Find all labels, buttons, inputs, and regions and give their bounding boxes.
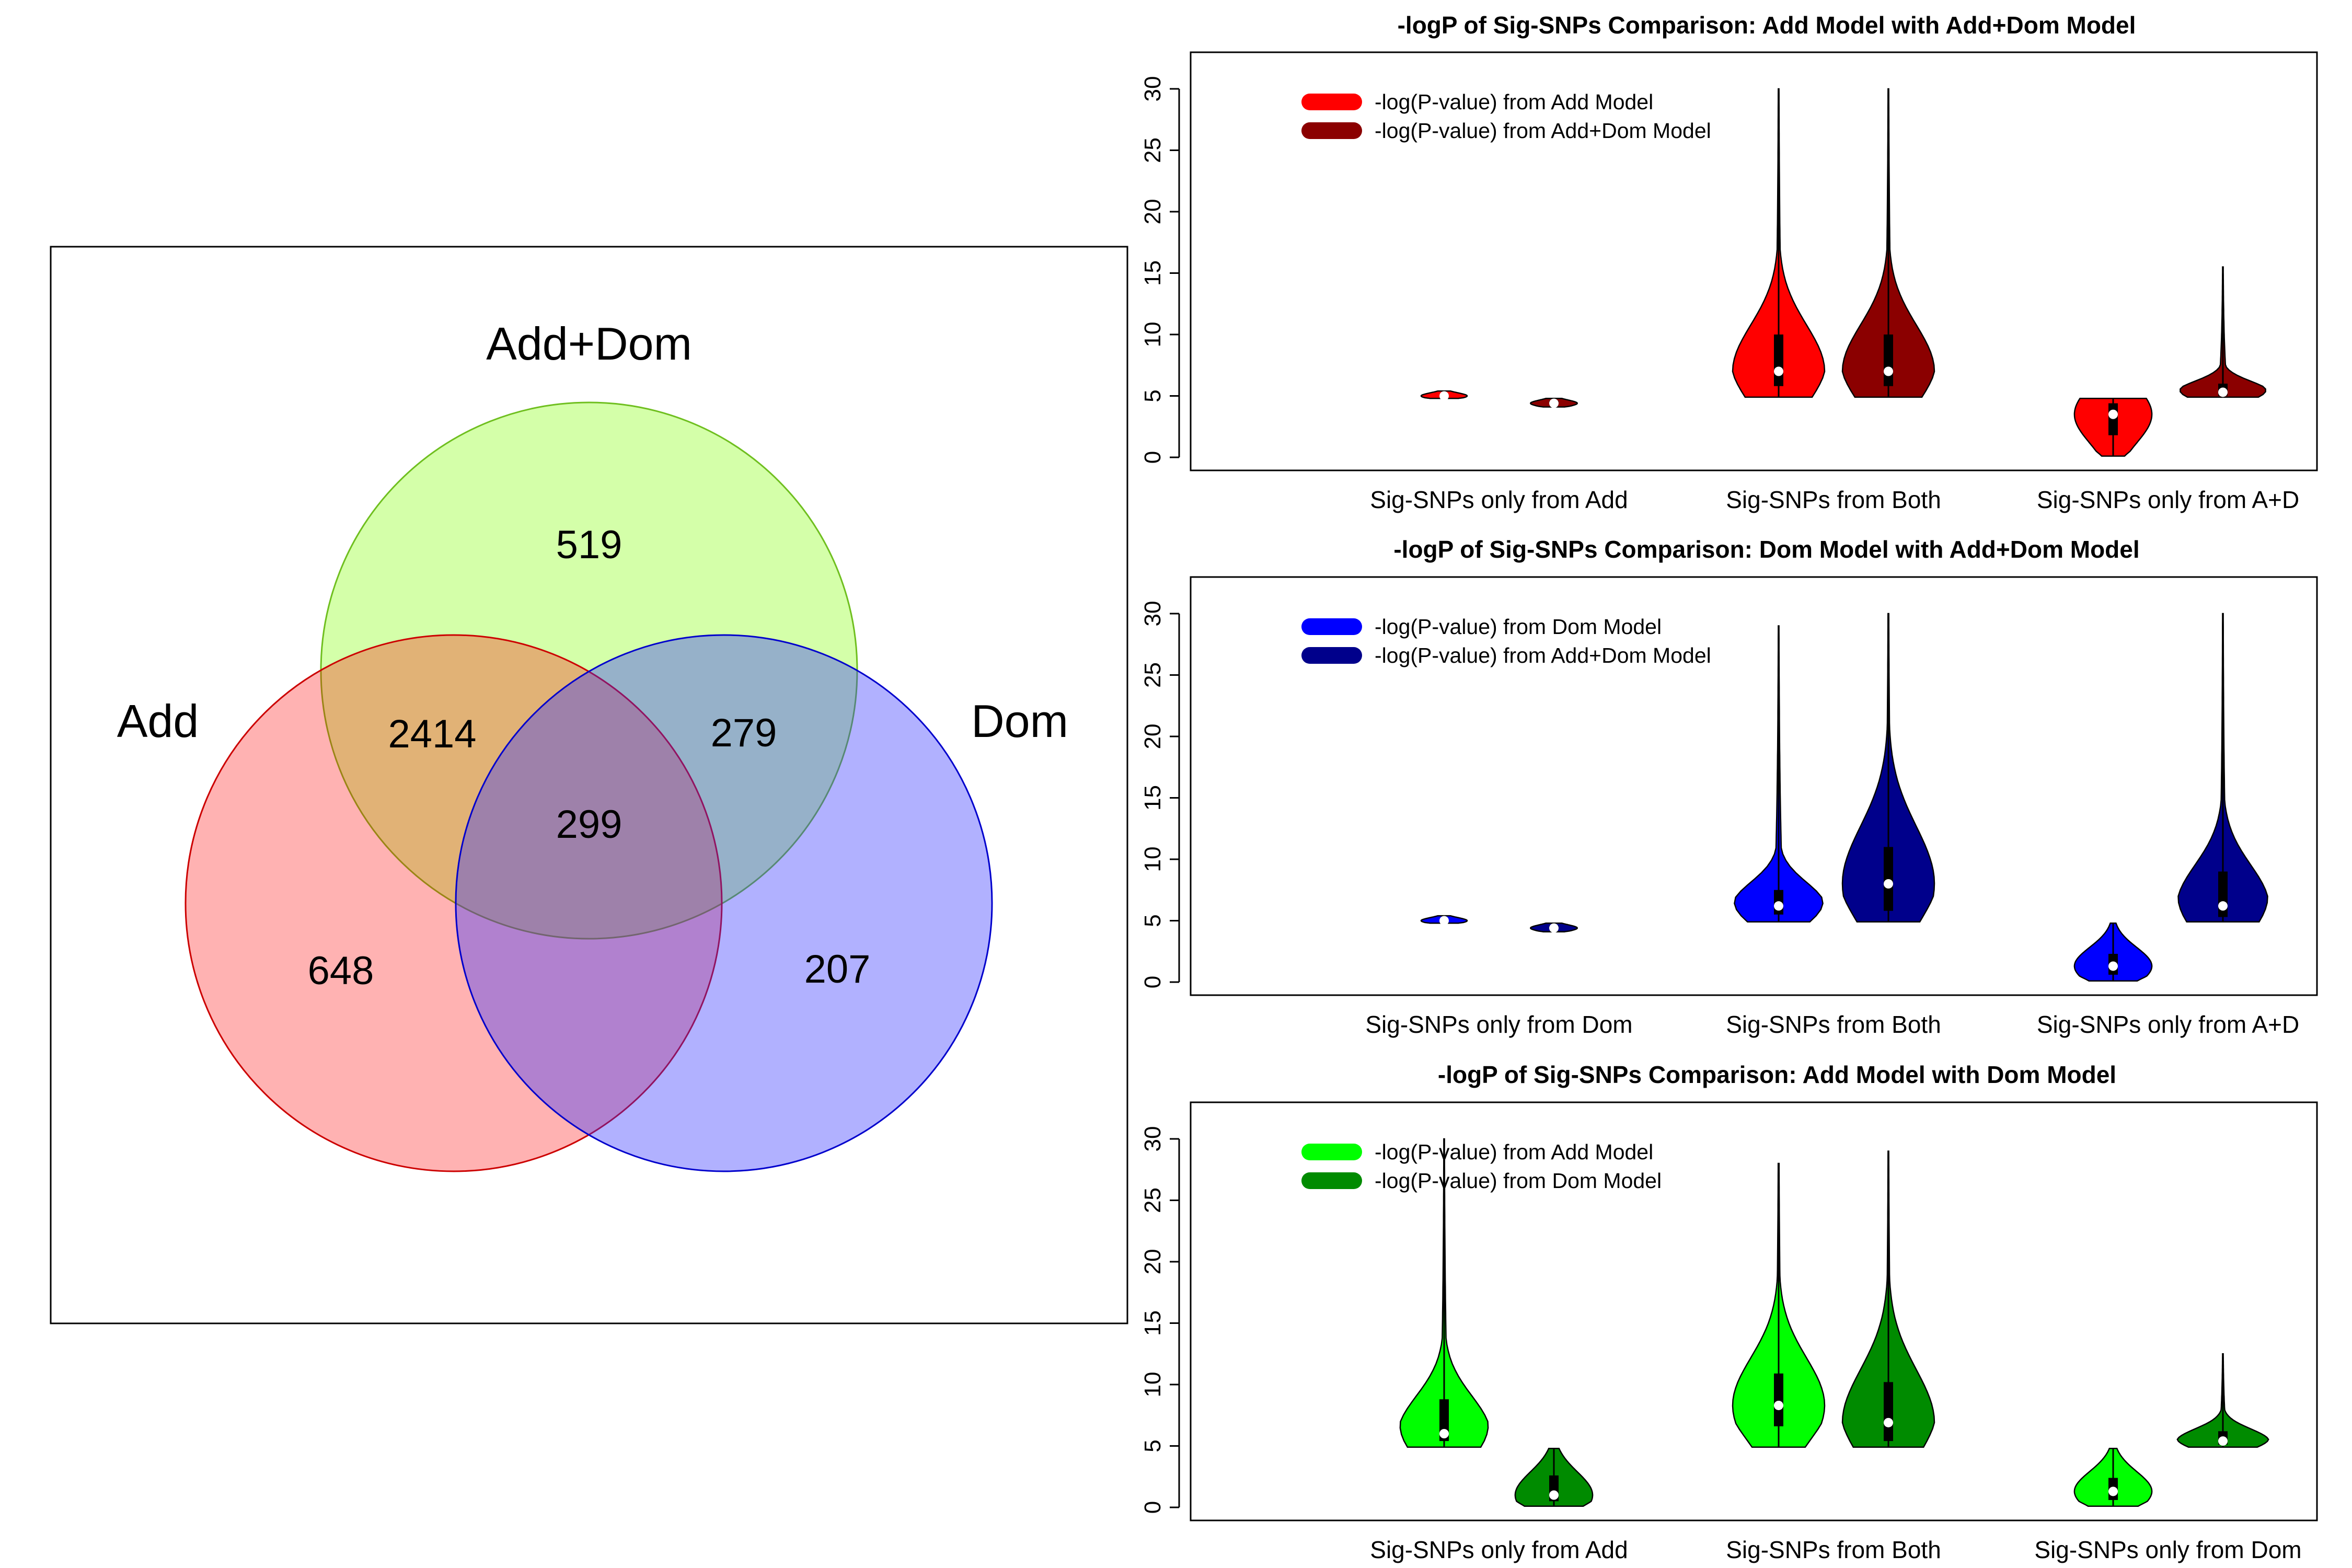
venn-circle-dom <box>455 634 993 1172</box>
violin-median-point <box>1774 901 1783 911</box>
violin-median-point <box>2108 1486 2118 1496</box>
x-category-label: Sig-SNPs from Both <box>1726 1011 1941 1038</box>
y-tick-label: 25 <box>1140 137 1166 163</box>
x-axis-labels: Sig-SNPs only from Add Sig-SNPs from Both… <box>1370 1536 2301 1563</box>
violin-median-point <box>1884 1417 1893 1427</box>
plot-frame <box>1190 51 2318 471</box>
x-category-label: Sig-SNPs only from Add <box>1370 1536 1628 1563</box>
x-category-label: Sig-SNPs only from Dom <box>2034 1536 2301 1563</box>
x-category-label: Sig-SNPs only from Add <box>1370 486 1628 513</box>
venn-count-add-adddom: 2414 <box>388 712 476 756</box>
venn-frame <box>50 246 1128 1324</box>
y-tick-label: 20 <box>1140 199 1166 225</box>
x-category-label: Sig-SNPs from Both <box>1726 486 1941 513</box>
x-category-label: Sig-SNPs only from Dom <box>1365 1011 1632 1038</box>
plot-frame <box>1190 1101 2318 1521</box>
legend: -log(P-value) from Dom Model -log(P-value… <box>1301 615 1711 667</box>
y-tick-label: 5 <box>1140 389 1166 402</box>
legend-entry: -log(P-value) from Add+Dom Model <box>1375 119 1711 143</box>
legend-entry: -log(P-value) from Add Model <box>1375 1140 1653 1164</box>
y-tick-label: 15 <box>1140 785 1166 811</box>
violin-median-point <box>1549 1490 1559 1500</box>
venn-label-dom: Dom <box>971 695 1068 747</box>
venn-label-add: Add <box>117 695 199 747</box>
violin-median-point <box>2218 387 2228 397</box>
y-axis: 0 5 10 15 20 25 30 <box>1140 601 1180 988</box>
venn-count-add-only: 648 <box>308 949 374 993</box>
y-tick-label: 5 <box>1140 1439 1166 1452</box>
x-category-label: Sig-SNPs only from A+D <box>2037 1011 2299 1038</box>
legend-entry: -log(P-value) from Add+Dom Model <box>1375 643 1711 667</box>
x-axis-labels: Sig-SNPs only from Add Sig-SNPs from Both… <box>1370 486 2299 513</box>
x-category-label: Sig-SNPs only from A+D <box>2037 486 2299 513</box>
y-tick-label: 5 <box>1140 914 1166 927</box>
violins <box>1399 1138 2269 1507</box>
plot-frame <box>1190 576 2318 996</box>
y-tick-label: 10 <box>1140 847 1166 872</box>
violin-iqr-box <box>2108 403 2118 435</box>
venn-diagram: Add+Dom Add Dom 519 2414 279 299 648 207 <box>50 246 1128 1324</box>
legend-entry: -log(P-value) from Add Model <box>1375 90 1653 114</box>
violin-median-point <box>2108 409 2118 419</box>
violin-median-point <box>1884 366 1893 376</box>
y-tick-label: 15 <box>1140 260 1166 286</box>
violin-median-point <box>2218 901 2228 911</box>
violin-median-point <box>1439 391 1449 401</box>
violin-panel-dom-vs-adddom: -logP of Sig-SNPs Comparison: Dom Model … <box>1140 536 2318 1038</box>
y-tick-label: 30 <box>1140 601 1166 627</box>
venn-count-adddom-only: 519 <box>556 523 622 567</box>
y-tick-label: 15 <box>1140 1310 1166 1336</box>
x-category-label: Sig-SNPs from Both <box>1726 1536 1941 1563</box>
y-tick-label: 25 <box>1140 1187 1166 1213</box>
y-tick-label: 0 <box>1140 976 1166 988</box>
x-axis-labels: Sig-SNPs only from Dom Sig-SNPs from Both… <box>1365 1011 2299 1038</box>
y-tick-label: 0 <box>1140 1501 1166 1514</box>
violin-median-point <box>1549 398 1559 408</box>
violin-panel-add-vs-adddom: -logP of Sig-SNPs Comparison: Add Model … <box>1140 11 2318 513</box>
violin-iqr-box <box>1884 1382 1893 1442</box>
y-tick-label: 20 <box>1140 724 1166 750</box>
venn-circle-add <box>185 634 723 1172</box>
y-axis: 0 5 10 15 20 25 30 <box>1140 76 1180 464</box>
legend: -log(P-value) from Add Model -log(P-value… <box>1301 1140 1662 1193</box>
y-tick-label: 30 <box>1140 76 1166 102</box>
violins <box>1420 88 2266 457</box>
y-tick-label: 0 <box>1140 451 1166 464</box>
violin-median-point <box>2108 961 2118 971</box>
violin-panel-add-vs-dom: -logP of Sig-SNPs Comparison: Add Model … <box>1140 1061 2318 1563</box>
venn-count-all: 299 <box>556 802 622 847</box>
legend-entry: -log(P-value) from Dom Model <box>1375 615 1662 639</box>
venn-count-dom-only: 207 <box>804 947 871 991</box>
panel-title: -logP of Sig-SNPs Comparison: Add Model … <box>1398 11 2136 39</box>
violin-median-point <box>1549 923 1559 933</box>
venn-count-adddom-dom: 279 <box>711 711 777 755</box>
violin-iqr-box <box>1774 1373 1783 1426</box>
y-tick-label: 25 <box>1140 662 1166 688</box>
legend-entry: -log(P-value) from Dom Model <box>1375 1169 1662 1193</box>
violin-median-point <box>2218 1436 2228 1446</box>
violin-median-point <box>1439 1429 1449 1438</box>
panel-title: -logP of Sig-SNPs Comparison: Add Model … <box>1438 1061 2116 1088</box>
y-tick-label: 10 <box>1140 1372 1166 1398</box>
legend: -log(P-value) from Add Model -log(P-value… <box>1301 90 1711 143</box>
violins <box>1420 613 2268 982</box>
y-tick-label: 10 <box>1140 322 1166 348</box>
panel-title: -logP of Sig-SNPs Comparison: Dom Model … <box>1393 536 2139 563</box>
violin-iqr-box <box>1774 335 1783 386</box>
violin-median-point <box>1439 916 1449 926</box>
y-tick-label: 20 <box>1140 1249 1166 1275</box>
violin-median-point <box>1774 1400 1783 1410</box>
violin-median-point <box>1774 366 1783 376</box>
venn-label-add-dom: Add+Dom <box>486 318 692 370</box>
violin-median-point <box>1884 879 1893 889</box>
violin-iqr-box <box>1884 335 1893 386</box>
violin-iqr-box <box>1884 847 1893 911</box>
y-tick-label: 30 <box>1140 1126 1166 1152</box>
y-axis: 0 5 10 15 20 25 30 <box>1140 1126 1180 1514</box>
